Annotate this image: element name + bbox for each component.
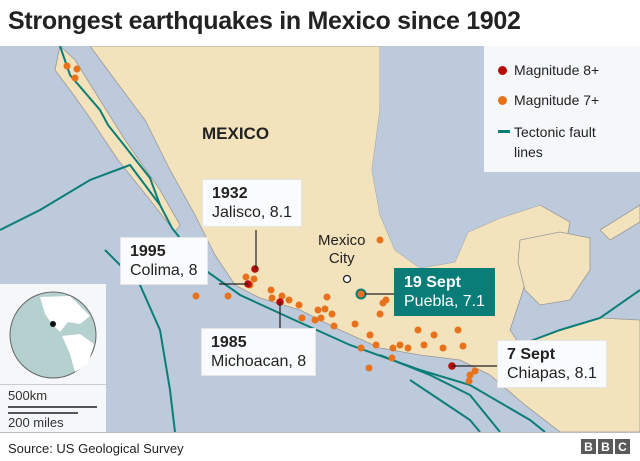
city-label-mexico-city: Mexico City	[318, 232, 366, 267]
callout-colima: 1995 Colima, 8	[120, 237, 208, 285]
locator-inset: 500km 200 miles	[0, 284, 106, 432]
orange-dot-icon	[498, 96, 507, 105]
bbc-logo: B B C	[581, 439, 630, 454]
page-title: Strongest earthquakes in Mexico since 19…	[8, 7, 521, 35]
legend-item-mag8: Magnitude 8+	[498, 62, 599, 78]
scale-km: 500km	[8, 388, 48, 403]
red-dot-icon	[498, 66, 507, 75]
legend-item-fault: Tectonic fault lines	[498, 122, 596, 162]
source-text: Source: US Geological Survey	[8, 441, 184, 456]
legend-item-mag7: Magnitude 7+	[498, 92, 599, 108]
legend: Magnitude 8+ Magnitude 7+ Tectonic fault…	[484, 46, 640, 172]
fault-line-icon	[498, 130, 510, 133]
callout-jalisco: 1932 Jalisco, 8.1	[202, 179, 303, 227]
footer: Source: US Geological Survey B B C	[0, 432, 640, 461]
scale-bar-miles	[8, 412, 78, 414]
callout-chiapas: 7 Sept Chiapas, 8.1	[497, 340, 607, 388]
scale-bar-km	[8, 406, 97, 408]
globe-icon	[9, 291, 97, 379]
country-label: MEXICO	[202, 124, 270, 143]
map-graphic	[0, 46, 640, 432]
callout-puebla: 19 Sept Puebla, 7.1	[394, 268, 495, 316]
map: MEXICO Mexico City Magnitude 8+ Magnitud…	[0, 46, 640, 432]
callout-michoacan: 1985 Michoacan, 8	[201, 328, 317, 376]
scale-miles: 200 miles	[8, 415, 64, 430]
